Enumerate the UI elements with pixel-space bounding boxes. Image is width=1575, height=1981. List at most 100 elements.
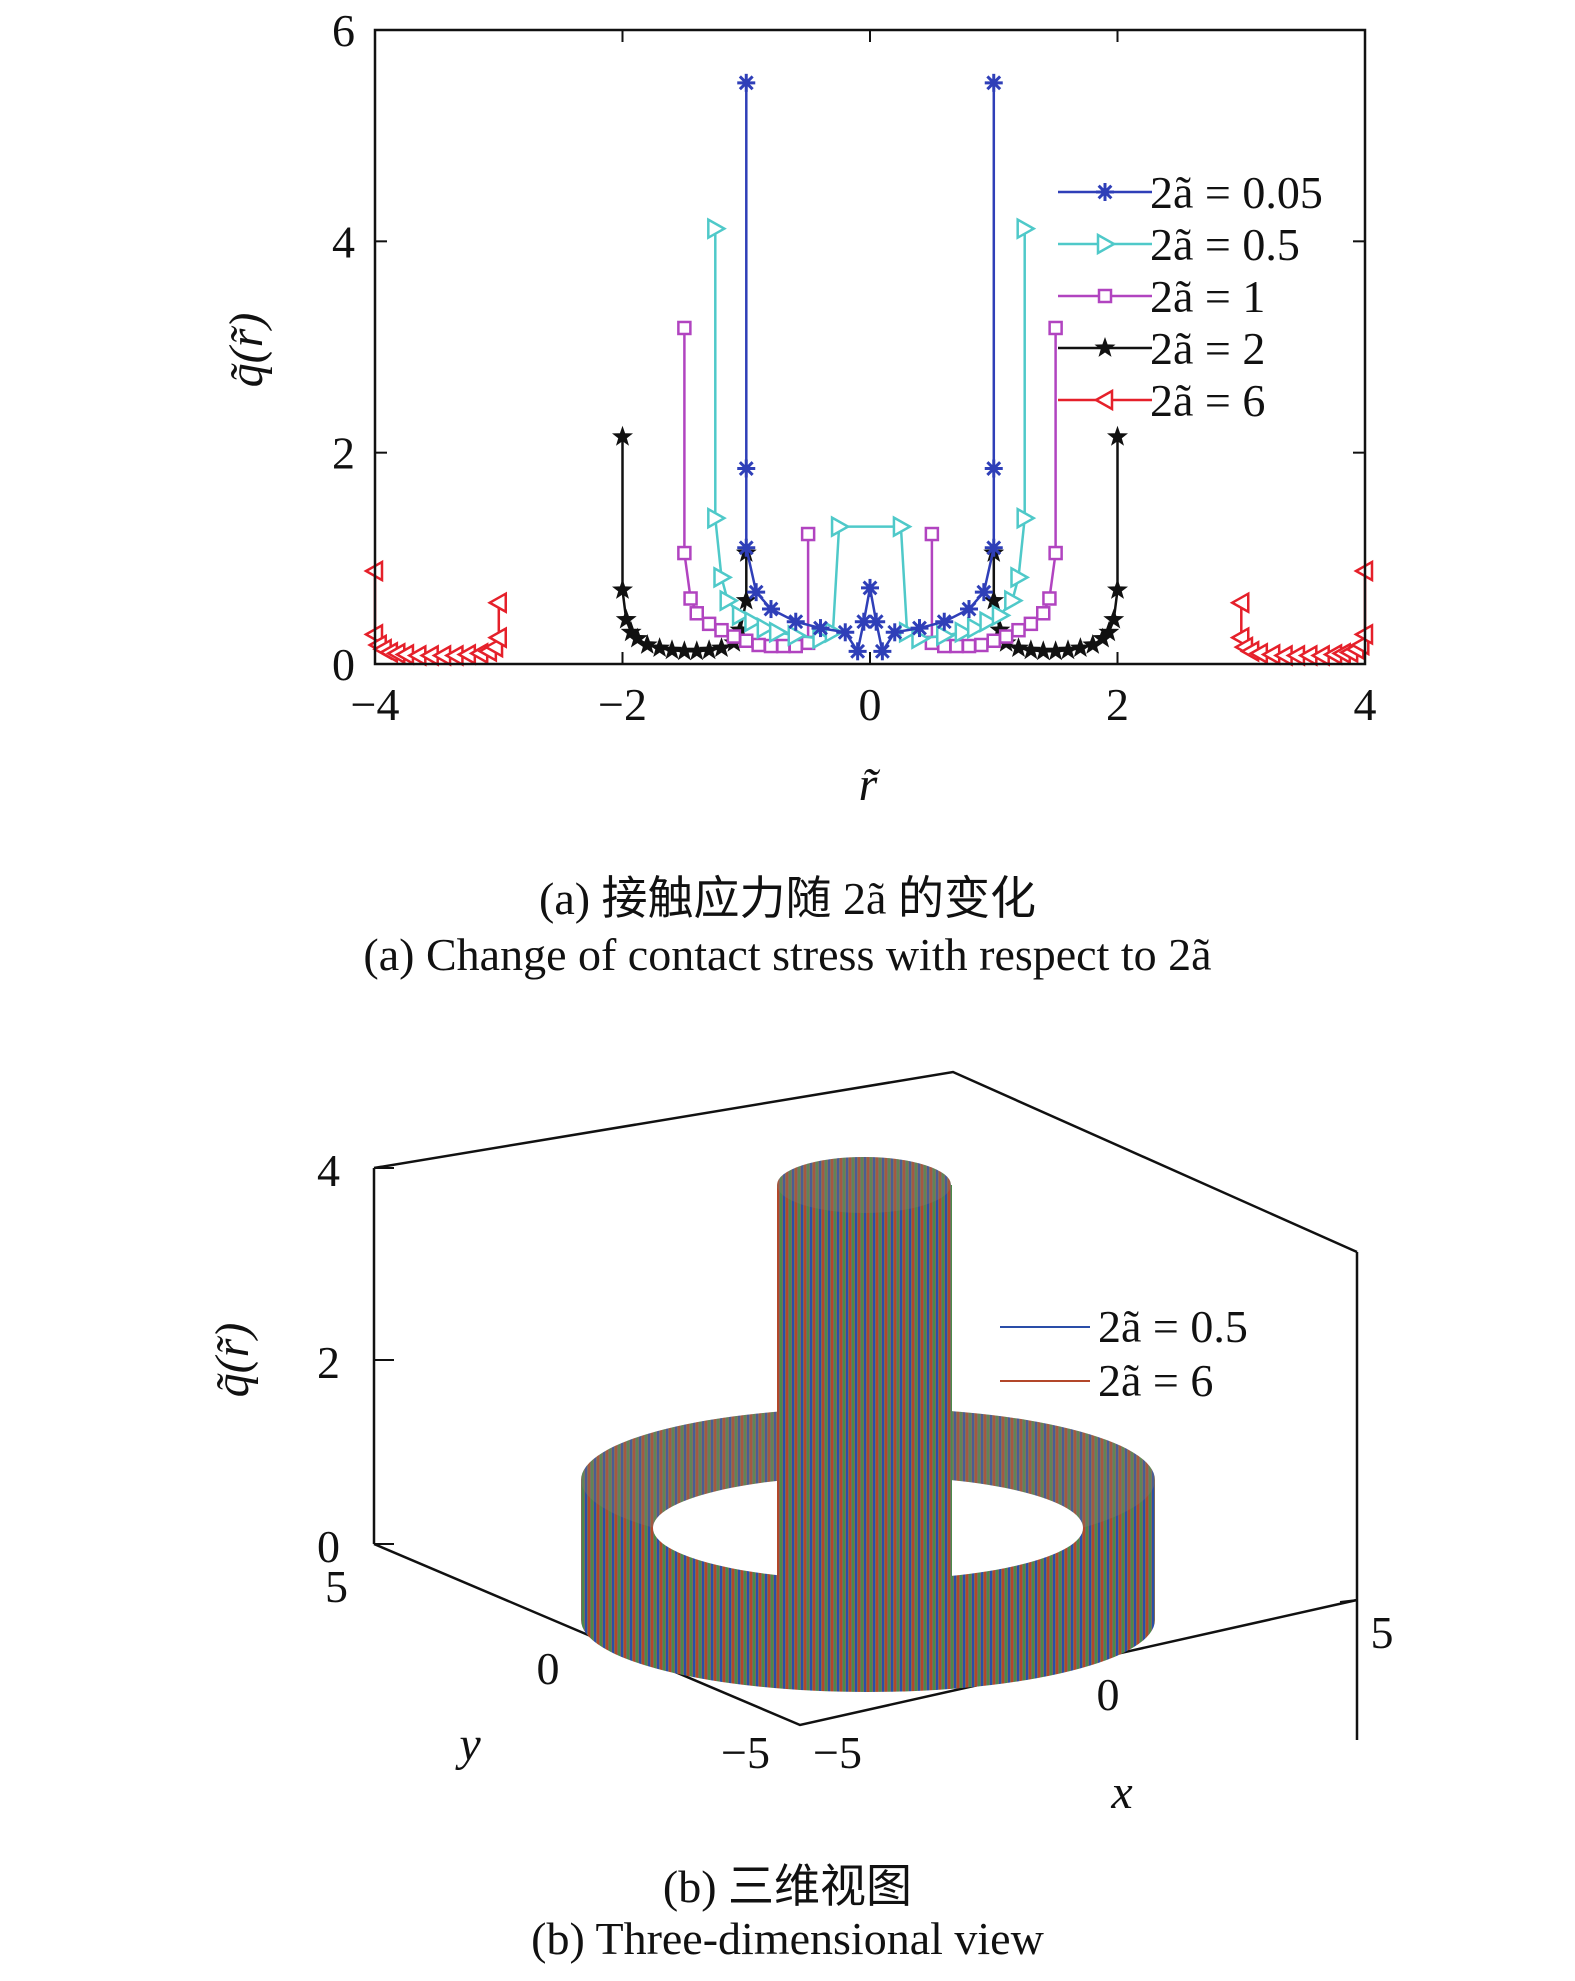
data-point [768, 621, 789, 644]
data-point [998, 629, 1014, 644]
y-tick-label: 6 [332, 5, 355, 56]
data-point [686, 640, 708, 661]
data-point [935, 612, 954, 631]
legend-label: 2ã = 2 [1150, 323, 1265, 374]
legend-entry: 2ã = 0.5 [1058, 219, 1300, 270]
data-point [811, 619, 830, 638]
data-point [649, 637, 671, 657]
data-point [1020, 639, 1042, 660]
data-point [626, 627, 648, 648]
z-tick-label: 4 [317, 1145, 340, 1196]
data-point [487, 626, 507, 649]
caption-b-english: (b) Three-dimensional view [531, 1913, 1044, 1964]
legend-entry: 2ã = 2 [1058, 323, 1265, 374]
data-point [729, 619, 751, 640]
x-tick-label: −4 [351, 679, 400, 730]
data-point [867, 612, 886, 631]
data-point [739, 633, 754, 649]
x-tick-label: 0 [859, 679, 882, 730]
data-point [979, 610, 1000, 633]
data-point [661, 639, 683, 660]
data-point [707, 217, 727, 240]
x-tick-label: 0 [1097, 1669, 1120, 1720]
data-point [854, 612, 873, 631]
data-point [1016, 507, 1037, 530]
data-point [1023, 616, 1039, 632]
y-tick-labels: 5 0 −5 [325, 1561, 770, 1778]
data-point [1107, 579, 1128, 599]
series-line [373, 571, 501, 657]
caption-a-chinese: (a) 接触应力随 2ã 的变化 [539, 873, 1036, 924]
data-point [1082, 634, 1104, 654]
data-point [1093, 388, 1114, 412]
y-tick-label: 0 [332, 639, 355, 690]
legend-label: 2ã = 6 [1150, 375, 1265, 426]
data-point [960, 600, 978, 619]
data-point [984, 459, 1003, 478]
data-point [1008, 637, 1029, 657]
z-tick-labels: 4 2 0 [317, 1145, 340, 1572]
data-point [612, 425, 633, 446]
data-point [961, 638, 977, 654]
z-tick-label: 0 [317, 1521, 340, 1572]
y-tick-label: 4 [332, 216, 355, 267]
data-point [1092, 627, 1114, 648]
data-point [1097, 288, 1113, 304]
caption-a-english: (a) Change of contact stress with respec… [363, 929, 1212, 980]
data-point [689, 606, 704, 621]
caption-b-chinese: (b) 三维视图 [662, 1861, 913, 1912]
data-point [892, 515, 913, 538]
data-point [974, 583, 993, 602]
z-axis-label: q̃(r̃) [206, 1323, 259, 1398]
legend-entry: 2ã = 0.05 [1058, 167, 1323, 218]
series-group [363, 73, 1374, 667]
x-tick-label: −5 [813, 1727, 862, 1778]
data-point [936, 624, 956, 647]
data-point [756, 616, 777, 640]
data-point [673, 640, 695, 661]
data-point [737, 538, 756, 557]
y-tick-label: 0 [537, 1643, 560, 1694]
data-point [744, 610, 764, 633]
data-point [786, 612, 805, 631]
x-tick-label: 2 [1106, 679, 1129, 730]
data-point [1098, 621, 1120, 642]
series-line [745, 82, 996, 655]
data-point [861, 578, 879, 597]
legend-label: 2ã = 1 [1150, 271, 1265, 322]
series-0 [737, 73, 1003, 661]
data-point [991, 604, 1012, 627]
data-point [986, 633, 1001, 649]
data-point [731, 604, 752, 627]
data-point [1107, 425, 1128, 446]
data-point [707, 507, 727, 530]
legend-label-a6: 2ã = 6 [1098, 1355, 1213, 1406]
data-point [726, 629, 742, 644]
series-4 [363, 559, 1374, 667]
data-point [1048, 320, 1063, 336]
data-point [983, 589, 1005, 610]
data-point [612, 579, 633, 599]
data-point [714, 622, 729, 638]
x-axis-ticks: −4 −2 0 2 4 [351, 30, 1377, 730]
data-point [487, 591, 507, 614]
data-point [683, 591, 698, 606]
data-point [984, 538, 1003, 557]
data-point [848, 642, 867, 661]
data-point [747, 583, 766, 602]
legend-entry: 2ã = 6 [1058, 375, 1265, 426]
y-tick-label: 2 [332, 428, 355, 479]
data-point [1069, 637, 1091, 657]
data-point [1045, 640, 1067, 661]
data-point [762, 600, 780, 619]
x-axis-label: r̃ [859, 758, 881, 811]
data-point [1010, 566, 1031, 589]
data-point [1042, 591, 1057, 606]
y-axis-label: q̃(r̃) [220, 313, 273, 388]
data-point [677, 320, 692, 336]
data-point [1103, 608, 1125, 629]
data-point [800, 526, 816, 542]
x-tick-label: 4 [1354, 679, 1377, 730]
